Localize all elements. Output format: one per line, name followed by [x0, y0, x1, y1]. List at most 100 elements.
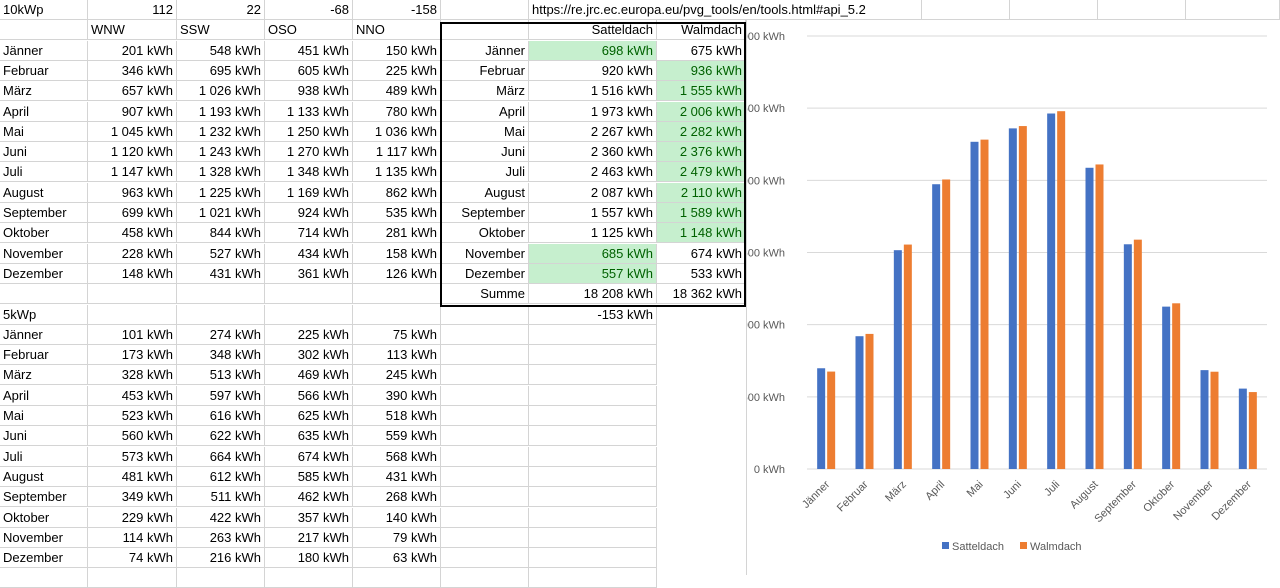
empty-cell[interactable]	[0, 20, 88, 40]
cell-10kwp-value[interactable]: 695 kWh	[177, 61, 265, 81]
empty-cell[interactable]	[265, 305, 353, 325]
cell-month-comparison[interactable]: Juni	[441, 142, 529, 162]
cell-10kwp-value[interactable]: 451 kWh	[265, 41, 353, 61]
empty-cell[interactable]	[529, 325, 657, 345]
cell-sum-walmdach[interactable]: 18 362 kWh	[657, 284, 746, 304]
cell-month-comparison[interactable]: August	[441, 183, 529, 203]
cell-5kwp-value[interactable]: 585 kWh	[265, 467, 353, 487]
cell-month[interactable]: Juni	[0, 426, 88, 446]
cell-month-comparison[interactable]: November	[441, 244, 529, 264]
cell-10kwp-value[interactable]: 281 kWh	[353, 223, 441, 243]
empty-cell[interactable]	[529, 447, 657, 467]
cell-5kwp-value[interactable]: 173 kWh	[88, 345, 177, 365]
cell-5kwp-value[interactable]: 302 kWh	[265, 345, 353, 365]
cell-10kwp-value[interactable]: 1 270 kWh	[265, 142, 353, 162]
cell-10kwp-value[interactable]: 548 kWh	[177, 41, 265, 61]
cell-5kwp-value[interactable]: 622 kWh	[177, 426, 265, 446]
cell-walmdach-value[interactable]: 1 148 kWh	[657, 223, 746, 243]
empty-cell[interactable]	[529, 467, 657, 487]
cell-5kwp-value[interactable]: 573 kWh	[88, 447, 177, 467]
cell-satteldach-value[interactable]: 920 kWh	[529, 61, 657, 81]
cell-5kwp-value[interactable]: 216 kWh	[177, 548, 265, 568]
cell-month[interactable]: Mai	[0, 406, 88, 426]
cell-angle[interactable]: -158	[353, 0, 441, 20]
empty-cell[interactable]	[529, 548, 657, 568]
cell-10kwp-value[interactable]: 434 kWh	[265, 244, 353, 264]
cell-month[interactable]: März	[0, 365, 88, 385]
cell-satteldach-value[interactable]: 2 360 kWh	[529, 142, 657, 162]
cell-angle[interactable]: 112	[88, 0, 177, 20]
cell-5kwp-value[interactable]: 229 kWh	[88, 508, 177, 528]
cell-5kwp-value[interactable]: 140 kWh	[353, 508, 441, 528]
cell-10kwp-value[interactable]: 228 kWh	[88, 244, 177, 264]
cell-10kwp-value[interactable]: 458 kWh	[88, 223, 177, 243]
cell-10kwp-value[interactable]: 862 kWh	[353, 183, 441, 203]
cell-month[interactable]: Februar	[0, 61, 88, 81]
empty-cell[interactable]	[441, 528, 529, 548]
cell-10kwp-value[interactable]: 1 169 kWh	[265, 183, 353, 203]
empty-cell[interactable]	[88, 284, 177, 304]
cell-month[interactable]: Juni	[0, 142, 88, 162]
cell-5kwp-value[interactable]: 431 kWh	[353, 467, 441, 487]
cell-10kwp-value[interactable]: 963 kWh	[88, 183, 177, 203]
cell-5kwp-value[interactable]: 559 kWh	[353, 426, 441, 446]
cell-10kwp-value[interactable]: 938 kWh	[265, 81, 353, 101]
cell-10kwp-value[interactable]: 489 kWh	[353, 81, 441, 101]
empty-cell[interactable]	[922, 0, 1010, 20]
cell-angle[interactable]: -68	[265, 0, 353, 20]
empty-cell[interactable]	[353, 568, 441, 588]
cell-month[interactable]: September	[0, 203, 88, 223]
cell-5kwp-value[interactable]: 462 kWh	[265, 487, 353, 507]
cell-month[interactable]: Februar	[0, 345, 88, 365]
cell-5kwp-value[interactable]: 274 kWh	[177, 325, 265, 345]
cell-5kwp-value[interactable]: 328 kWh	[88, 365, 177, 385]
cell-10kwp-value[interactable]: 225 kWh	[353, 61, 441, 81]
empty-cell[interactable]	[88, 568, 177, 588]
cell-10kwp-value[interactable]: 527 kWh	[177, 244, 265, 264]
cell-10kwp-value[interactable]: 1 232 kWh	[177, 122, 265, 142]
empty-cell[interactable]	[529, 426, 657, 446]
cell-month-comparison[interactable]: Jänner	[441, 41, 529, 61]
cell-5kwp-value[interactable]: 79 kWh	[353, 528, 441, 548]
cell-5kwp-value[interactable]: 101 kWh	[88, 325, 177, 345]
empty-cell[interactable]	[441, 548, 529, 568]
empty-cell[interactable]	[441, 426, 529, 446]
cell-satteldach-value[interactable]: 2 267 kWh	[529, 122, 657, 142]
cell-month-comparison[interactable]: Oktober	[441, 223, 529, 243]
cell-10kwp-value[interactable]: 1 225 kWh	[177, 183, 265, 203]
cell-10kwp-value[interactable]: 780 kWh	[353, 102, 441, 122]
cell-10kwp-value[interactable]: 1 135 kWh	[353, 162, 441, 182]
empty-cell[interactable]	[441, 305, 529, 325]
empty-cell[interactable]	[353, 305, 441, 325]
cell-satteldach-value[interactable]: 1 973 kWh	[529, 102, 657, 122]
empty-cell[interactable]	[529, 508, 657, 528]
cell-month[interactable]: November	[0, 528, 88, 548]
cell-5kwp-value[interactable]: 217 kWh	[265, 528, 353, 548]
cell-10kwp-value[interactable]: 699 kWh	[88, 203, 177, 223]
cell-month[interactable]: August	[0, 183, 88, 203]
cell-difference[interactable]: -153 kWh	[529, 305, 657, 325]
cell-10kwp-value[interactable]: 1 133 kWh	[265, 102, 353, 122]
cell-5kwp-value[interactable]: 357 kWh	[265, 508, 353, 528]
cell-sum-label[interactable]: Summe	[441, 284, 529, 304]
cell-10kwp-value[interactable]: 150 kWh	[353, 41, 441, 61]
empty-cell[interactable]	[441, 467, 529, 487]
cell-satteldach-value[interactable]: 698 kWh	[529, 41, 657, 61]
empty-cell[interactable]	[441, 406, 529, 426]
cell-walmdach-value[interactable]: 675 kWh	[657, 41, 746, 61]
cell-5kwp-value[interactable]: 481 kWh	[88, 467, 177, 487]
cell-10kwp-value[interactable]: 126 kWh	[353, 264, 441, 284]
cell-month[interactable]: November	[0, 244, 88, 264]
cell-5kwp-value[interactable]: 635 kWh	[265, 426, 353, 446]
cell-10kwp-value[interactable]: 1 147 kWh	[88, 162, 177, 182]
cell-header-satteldach[interactable]: Satteldach	[529, 20, 657, 40]
cell-5kwp-value[interactable]: 225 kWh	[265, 325, 353, 345]
cell-month[interactable]: August	[0, 467, 88, 487]
cell-10kwp-value[interactable]: 657 kWh	[88, 81, 177, 101]
cell-walmdach-value[interactable]: 2 282 kWh	[657, 122, 746, 142]
cell-5kwp-value[interactable]: 422 kWh	[177, 508, 265, 528]
cell-5kwp-value[interactable]: 74 kWh	[88, 548, 177, 568]
cell-satteldach-value[interactable]: 2 463 kWh	[529, 162, 657, 182]
cell-month[interactable]: Oktober	[0, 508, 88, 528]
cell-month[interactable]: Jänner	[0, 325, 88, 345]
